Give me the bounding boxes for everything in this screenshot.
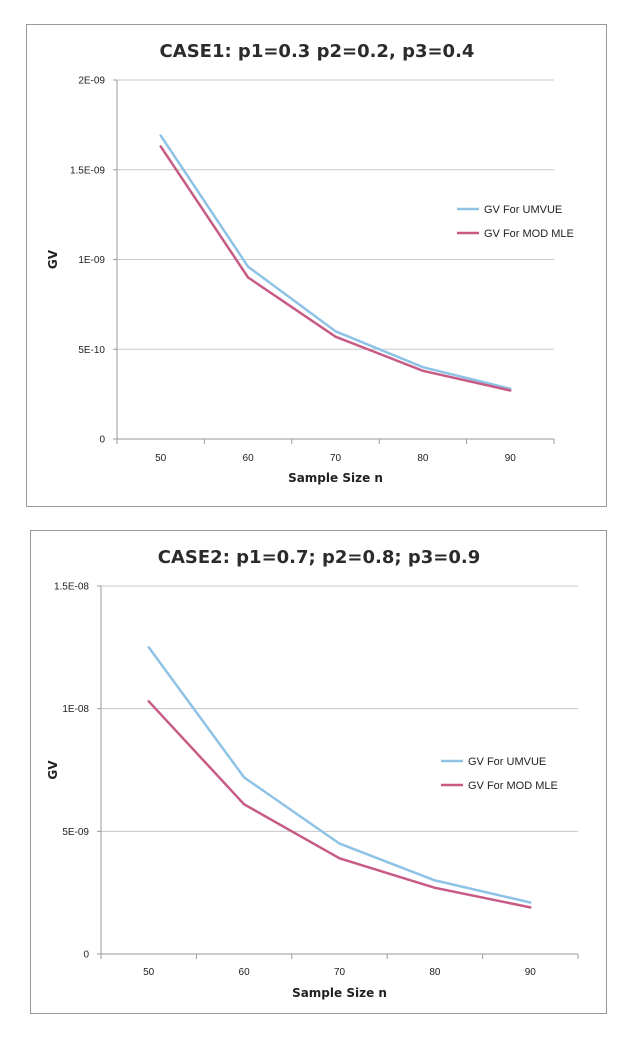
- case1-y-tick-label: 1E-09: [78, 255, 105, 266]
- case1-x-tick-label: 50: [155, 453, 167, 464]
- case1-x-tick-label: 90: [505, 453, 517, 464]
- case2-y-tick-label: 5E-09: [62, 827, 89, 838]
- case2-x-tick-label: 60: [239, 967, 251, 978]
- case1-legend-label-umvue: GV For UMVUE: [484, 204, 562, 216]
- case1-legend-label-mod-mle: GV For MOD MLE: [484, 228, 574, 240]
- case1-x-tick-label: 80: [417, 453, 429, 464]
- case2-x-tick-label: 80: [429, 967, 441, 978]
- case2-series-line-umvue: [147, 646, 532, 904]
- case2-series-line-mod-mle: [147, 700, 532, 909]
- case1-y-tick-label: 5E-10: [78, 345, 105, 356]
- case1-y-axis-label: GV: [46, 249, 60, 269]
- case1-chart-title: CASE1: p1=0.3 p2=0.2, p3=0.4: [160, 41, 475, 62]
- case2-x-axis-label: Sample Size n: [292, 986, 387, 1000]
- case2-x-tick-label: 50: [143, 967, 155, 978]
- case1-series-line-umvue: [159, 134, 512, 390]
- chart-case2-svg: CASE2: p1=0.7; p2=0.8; p3=0.9 0 5E-09 1E-08…: [46, 547, 579, 1000]
- case1-y-tick-label: 2E-09: [78, 76, 105, 87]
- case1-y-tick-label: 1.5E-09: [70, 165, 105, 176]
- case1-series-line-mod-mle: [159, 145, 512, 392]
- case2-x-tick-label: 70: [334, 967, 346, 978]
- case1-x-axis-label: Sample Size n: [288, 471, 383, 485]
- case2-y-tick-label: 1.5E-08: [54, 582, 89, 593]
- chart-case1-svg: CASE1: p1=0.3 p2=0.2, p3=0.4 0 5E-10 1E-09 1…: [46, 41, 574, 485]
- case2-x-tick-label: 90: [525, 967, 537, 978]
- case2-legend-label-mod-mle: GV For MOD MLE: [468, 780, 558, 792]
- case2-y-tick-label: 0: [83, 950, 89, 961]
- chart-case2: CASE2: p1=0.7; p2=0.8; p3=0.9 0 5E-09 1E-08…: [30, 530, 607, 1014]
- chart-case1: CASE1: p1=0.3 p2=0.2, p3=0.4 0 5E-10 1E-09 1…: [26, 24, 607, 507]
- case1-y-tick-label: 0: [99, 435, 105, 446]
- case2-legend-label-umvue: GV For UMVUE: [468, 756, 546, 768]
- case1-x-tick-label: 60: [243, 453, 255, 464]
- case2-y-tick-label: 1E-08: [62, 704, 89, 715]
- case2-y-axis-label: GV: [46, 760, 60, 780]
- case1-x-tick-label: 70: [330, 453, 342, 464]
- case2-chart-title: CASE2: p1=0.7; p2=0.8; p3=0.9: [158, 547, 480, 568]
